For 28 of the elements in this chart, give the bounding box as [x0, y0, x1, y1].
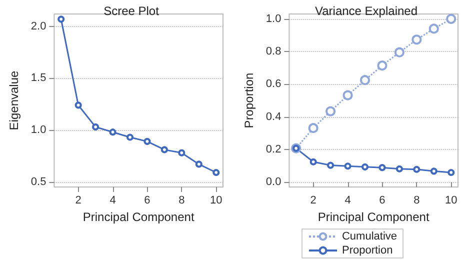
y-axis-title: Proportion [242, 72, 256, 128]
y-tick-label: 2.0 [30, 20, 46, 32]
y-tick-label: 0.4 [265, 110, 281, 123]
y-tick-label: 0.0 [265, 176, 281, 188]
x-tick-label: 2 [75, 194, 82, 206]
y-tick-label: 0.5 [30, 176, 46, 188]
y-tick-label: 1.0 [30, 124, 46, 136]
y-tick-label: 0.2 [265, 143, 281, 156]
x-tick-label: 4 [110, 194, 116, 206]
legend-label: Cumulative [341, 230, 397, 242]
y-tick-label: 1.5 [30, 72, 46, 84]
x-axis-title: Principal Component [317, 210, 430, 224]
x-tick-label: 8 [413, 194, 420, 206]
chart-title: Scree Plot [104, 4, 160, 18]
legend-label: Proportion [341, 244, 392, 256]
x-tick-label: 4 [344, 194, 350, 206]
x-tick-label: 10 [210, 194, 222, 206]
x-axis-title: Principal Component [82, 210, 195, 224]
x-tick-label: 10 [444, 194, 457, 206]
x-tick-label: 2 [310, 194, 316, 206]
y-axis-title: Eigenvalue [7, 70, 21, 130]
y-tick-label: 1.0 [265, 12, 281, 25]
x-tick-label: 6 [378, 194, 385, 206]
chart-title: Variance Explained [314, 4, 418, 18]
y-tick-label: 0.8 [265, 46, 281, 58]
x-tick-label: 8 [178, 194, 185, 206]
y-tick-label: 0.6 [265, 78, 281, 90]
x-tick-label: 6 [144, 194, 150, 206]
